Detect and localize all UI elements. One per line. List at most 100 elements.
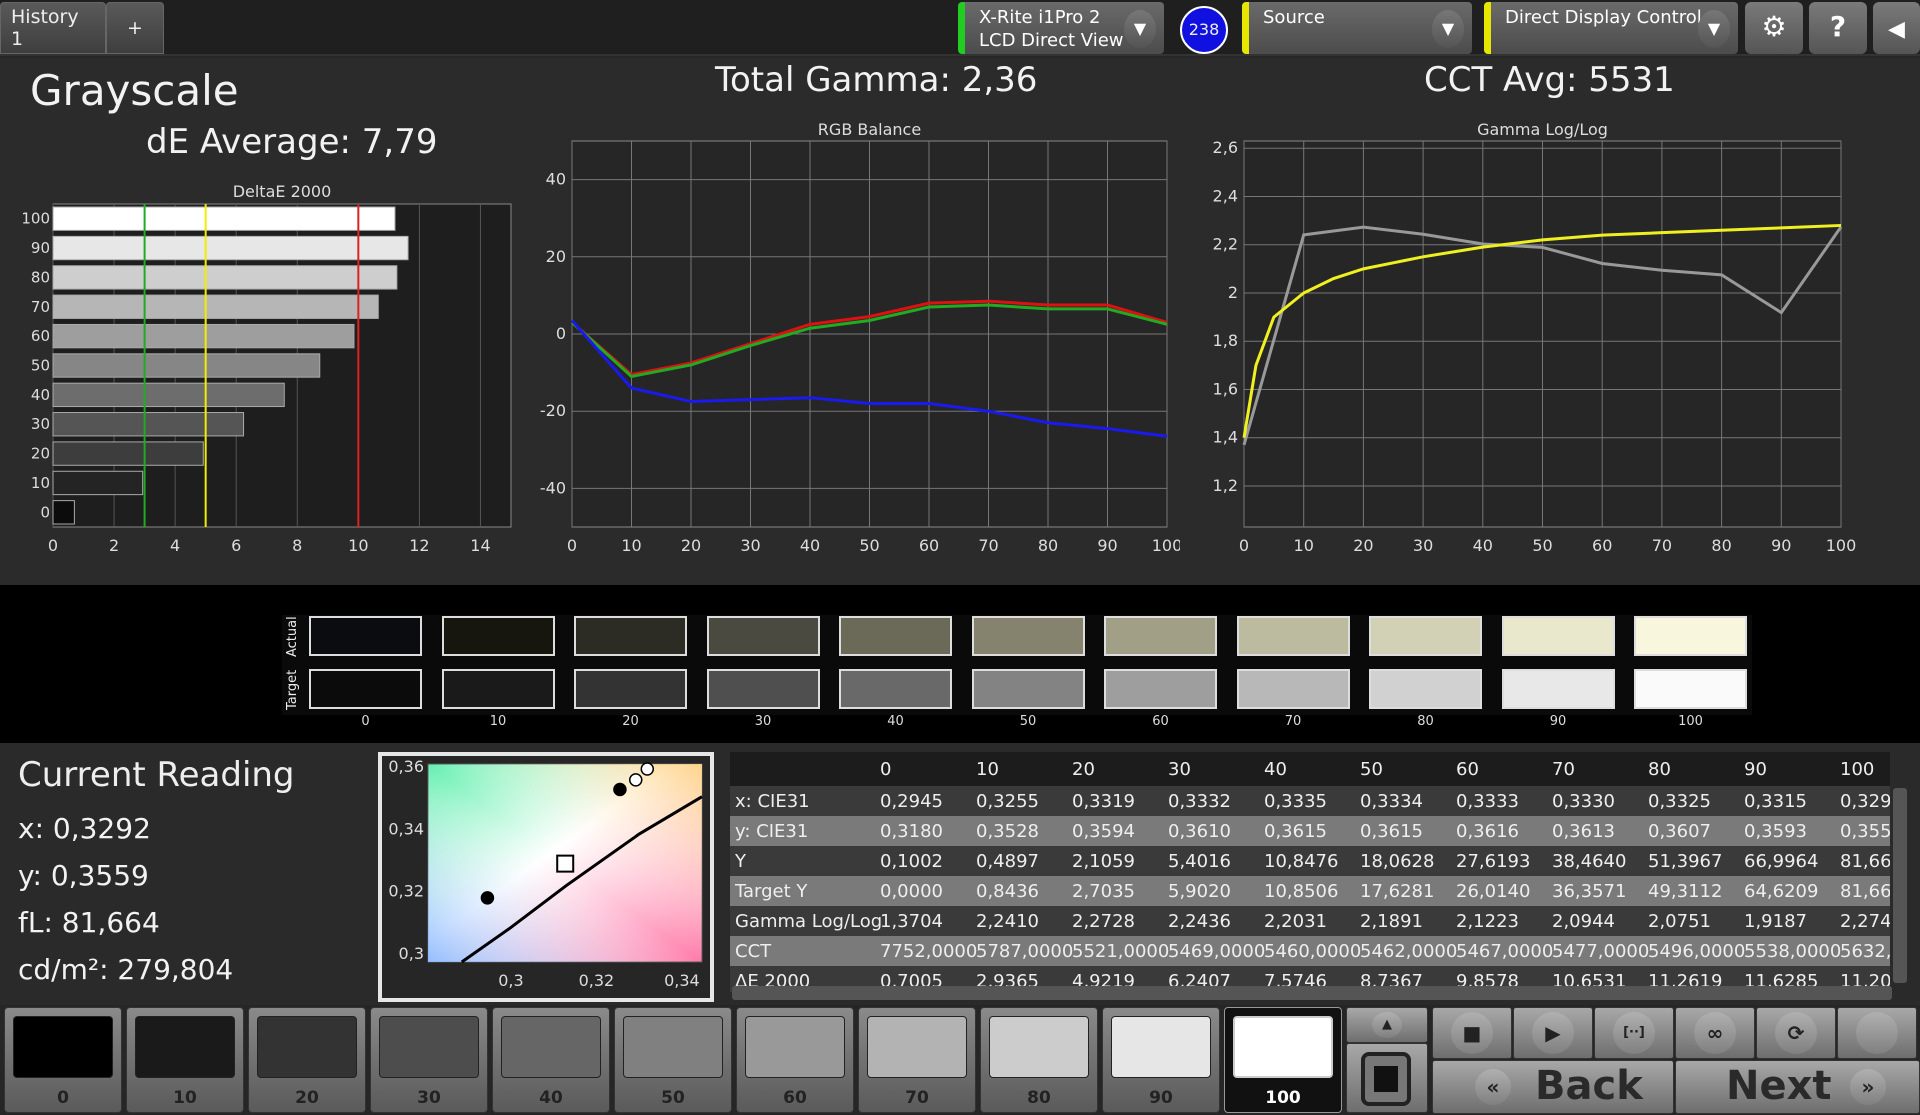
de-average: dE Average: 7,79 bbox=[146, 122, 438, 162]
patch-color bbox=[135, 1016, 235, 1078]
column-header: 80 bbox=[1648, 758, 1671, 780]
table-cell: 38,4640 bbox=[1552, 850, 1627, 872]
target-swatch bbox=[971, 669, 1085, 709]
table-row[interactable]: Y 0,1002 0,4897 2,1059 5,4016 10,8476 18,0628 2… bbox=[730, 846, 1890, 876]
table-cell: 0,3333 bbox=[1456, 790, 1519, 812]
bracket-button[interactable]: [··] bbox=[1594, 1007, 1674, 1059]
patch-button-20[interactable]: 20 bbox=[248, 1007, 366, 1113]
y-tick-label: 1,4 bbox=[1213, 428, 1238, 447]
deltae-bar bbox=[52, 206, 396, 231]
table-cell: 2,2728 bbox=[1072, 910, 1135, 932]
scroll-up-button[interactable]: ▲ bbox=[1346, 1007, 1428, 1043]
loop-button[interactable]: ∞ bbox=[1675, 1007, 1755, 1059]
play-button[interactable]: ▶ bbox=[1513, 1007, 1593, 1059]
stop-measure-button[interactable] bbox=[1346, 1043, 1428, 1113]
swatch-label: 30 bbox=[754, 714, 772, 729]
patch-button-60[interactable]: 60 bbox=[736, 1007, 854, 1113]
table-row[interactable]: CCT 7752,0000 5787,0000 5521,0000 5469,0000 5… bbox=[730, 936, 1890, 966]
patch-button-40[interactable]: 40 bbox=[492, 1007, 610, 1113]
table-cell: 0,3615 bbox=[1360, 820, 1423, 842]
back-button[interactable]: « Back bbox=[1432, 1060, 1674, 1114]
table-cell: 36,3571 bbox=[1552, 880, 1627, 902]
patch-label: 50 bbox=[661, 1088, 685, 1108]
tab-history-1[interactable]: History 1 bbox=[0, 2, 106, 54]
y-tick-label: 0,34 bbox=[388, 819, 424, 838]
table-cell: 0,3616 bbox=[1456, 820, 1519, 842]
table-cell: 0,8436 bbox=[976, 880, 1039, 902]
patch-button-90[interactable]: 90 bbox=[1102, 1007, 1220, 1113]
stop-button[interactable]: ■ bbox=[1432, 1007, 1512, 1059]
vertical-scrollbar[interactable] bbox=[1893, 788, 1907, 983]
series-line-1 bbox=[570, 303, 1168, 379]
table-cell: 0,3330 bbox=[1552, 790, 1615, 812]
x-tick-label: 50 bbox=[859, 536, 879, 555]
table-row[interactable]: Target Y 0,0000 0,8436 2,7035 5,9020 10,8506 1… bbox=[730, 876, 1890, 906]
help-button[interactable]: ? bbox=[1809, 2, 1867, 54]
table-cell: 2,1223 bbox=[1456, 910, 1519, 932]
actual-swatch bbox=[971, 616, 1085, 656]
meter-badge[interactable]: 238 bbox=[1180, 6, 1228, 54]
add-tab-button[interactable]: + bbox=[106, 2, 164, 54]
table-cell: 0,3593 bbox=[1744, 820, 1807, 842]
patch-label: 0 bbox=[57, 1088, 69, 1108]
table-row[interactable]: x: CIE31 0,2945 0,3255 0,3319 0,3332 0,3335 0,… bbox=[730, 786, 1890, 816]
double-chevron-left-icon: « bbox=[1475, 1069, 1511, 1105]
table-cell: 0,3315 bbox=[1744, 790, 1807, 812]
patch-color bbox=[867, 1016, 967, 1078]
x-tick-label: 0,32 bbox=[579, 971, 615, 990]
patch-button-10[interactable]: 10 bbox=[126, 1007, 244, 1113]
reading-x: x: 0,3292 bbox=[18, 812, 151, 845]
patch-button-0[interactable]: 0 bbox=[4, 1007, 122, 1113]
patch-button-100[interactable]: 100 bbox=[1224, 1007, 1342, 1113]
display-control-dropdown[interactable]: Direct Display Control ▼ bbox=[1484, 2, 1738, 54]
table-cell: 0,3528 bbox=[976, 820, 1039, 842]
y-tick-label: 50 bbox=[31, 357, 50, 375]
table-cell: 81,66 bbox=[1840, 880, 1890, 902]
x-tick-label: 20 bbox=[1353, 536, 1373, 555]
meter-dropdown[interactable]: X-Rite i1Pro 2 LCD Direct View ▼ bbox=[958, 2, 1164, 54]
table-cell: 5460,0000 bbox=[1264, 940, 1362, 962]
source-dropdown[interactable]: Source ▼ bbox=[1242, 2, 1472, 54]
meter-name: X-Rite i1Pro 2 bbox=[979, 7, 1101, 28]
refresh-button[interactable]: ⟳ bbox=[1756, 1007, 1836, 1059]
deltae-bar bbox=[52, 294, 379, 319]
table-cell: 5469,0000 bbox=[1168, 940, 1266, 962]
patch-button-80[interactable]: 80 bbox=[980, 1007, 1098, 1113]
patch-button-30[interactable]: 30 bbox=[370, 1007, 488, 1113]
double-chevron-right-icon: » bbox=[1850, 1069, 1886, 1105]
target-label: Target bbox=[285, 669, 300, 710]
actual-swatch bbox=[1236, 616, 1350, 656]
table-row[interactable]: y: CIE31 0,3180 0,3528 0,3594 0,3610 0,3615 0,… bbox=[730, 816, 1890, 846]
stop-icon: ■ bbox=[1451, 1012, 1493, 1054]
swatch-label: 0 bbox=[361, 714, 370, 729]
x-tick-label: 8 bbox=[292, 536, 302, 555]
patch-button-50[interactable]: 50 bbox=[614, 1007, 732, 1113]
collapse-button[interactable]: ◀ bbox=[1873, 2, 1920, 54]
next-button[interactable]: Next » bbox=[1675, 1060, 1920, 1114]
horizontal-scrollbar[interactable] bbox=[732, 986, 1892, 1000]
next-label: Next bbox=[1726, 1063, 1832, 1109]
table-cell: 51,3967 bbox=[1648, 850, 1723, 872]
settings-button[interactable]: ⚙ bbox=[1745, 2, 1803, 54]
table-row[interactable]: Gamma Log/Log 1,3704 2,2410 2,2728 2,2436 2,2… bbox=[730, 906, 1890, 936]
cie-chart: 0,3 0,32 0,34 0,36 0,34 0,32 0,3 bbox=[378, 752, 714, 1002]
display-control-label: Direct Display Control bbox=[1505, 7, 1702, 28]
y-tick-label: 2 bbox=[1228, 283, 1238, 302]
table-cell: 0,1002 bbox=[880, 850, 943, 872]
y-tick-label: 40 bbox=[31, 386, 50, 404]
x-tick-label: 0,34 bbox=[664, 971, 700, 990]
x-tick-label: 40 bbox=[1473, 536, 1493, 555]
y-tick-label: 0 bbox=[556, 324, 566, 343]
table-cell: 2,2031 bbox=[1264, 910, 1327, 932]
series-line-0 bbox=[571, 299, 1168, 377]
swatch-panel: Actual Target 0 10 20 30 40 50 60 70 80 90 100 bbox=[0, 585, 1920, 743]
patch-button-70[interactable]: 70 bbox=[858, 1007, 976, 1113]
blank-button[interactable] bbox=[1837, 1007, 1917, 1059]
deltae-bar bbox=[52, 323, 355, 349]
target-swatch bbox=[706, 669, 820, 709]
table-cell: 64,6209 bbox=[1744, 880, 1819, 902]
gamma-chart: Gamma Log/Log 0 10 20 30 40 50 60 70 80 90 100 2,6 2,… bbox=[1213, 120, 1857, 555]
y-tick-label: 2,2 bbox=[1213, 235, 1238, 254]
column-header: 10 bbox=[976, 758, 999, 780]
